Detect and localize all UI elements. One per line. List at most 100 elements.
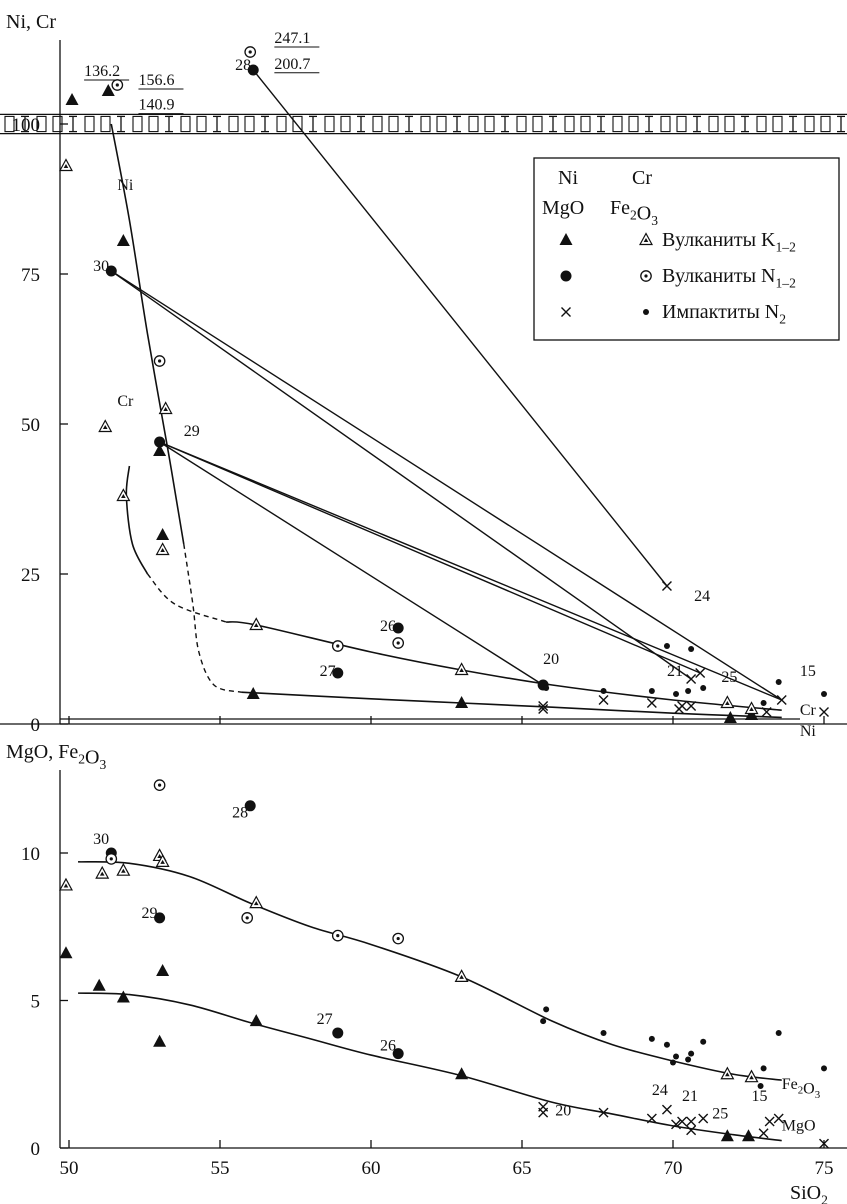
- legend-marker: [560, 270, 572, 282]
- open-triangle-point: [249, 617, 264, 631]
- small-dot-point: [700, 1038, 707, 1045]
- legend-box: [533, 157, 840, 341]
- legend-marker: [640, 270, 652, 282]
- open-triangle-point: [58, 877, 73, 891]
- cross-point: [598, 695, 609, 705]
- legend-header: Ni: [558, 167, 578, 189]
- cross-point: [686, 701, 697, 711]
- cross-point: [677, 701, 688, 711]
- small-dot-point: [600, 688, 607, 694]
- open-triangle-point: [720, 1066, 735, 1080]
- cross-point: [538, 701, 549, 711]
- small-dot-point: [663, 1041, 670, 1048]
- tie-line: [252, 69, 668, 587]
- annotation-label: 30: [93, 831, 109, 848]
- open-triangle-point: [155, 542, 170, 556]
- annotation-label: 28: [235, 57, 251, 74]
- filled-circle-point: [247, 64, 259, 76]
- small-dot-point: [775, 679, 782, 685]
- open-circle-point: [392, 637, 405, 649]
- annotation-label: 29: [141, 905, 157, 922]
- bottom-x-tick-label: 50: [60, 1158, 79, 1179]
- axis-break-box: [532, 115, 543, 133]
- axis-break-box: [708, 115, 719, 133]
- filled-triangle-point: [116, 234, 130, 246]
- annotation-label: 247.1: [274, 30, 310, 47]
- legend-marker: [561, 307, 571, 317]
- axis-break-box: [4, 115, 15, 133]
- annotation-label: 24: [694, 588, 710, 605]
- bottom-x-tick-label: 65: [513, 1158, 532, 1179]
- trend-line-ni: [110, 123, 185, 545]
- tie-line: [159, 441, 782, 701]
- cross-point: [646, 1113, 657, 1124]
- open-triangle-point: [744, 1069, 759, 1083]
- tie-line: [159, 441, 701, 674]
- filled-triangle-point: [153, 1034, 167, 1047]
- open-triangle-point: [95, 865, 110, 879]
- small-dot-point: [673, 691, 680, 697]
- legend-header: MgO: [542, 197, 584, 219]
- filled-triangle-point: [249, 1014, 263, 1027]
- legend-header: Cr: [632, 167, 652, 189]
- legend-marker: [643, 309, 649, 315]
- filled-triangle-point: [720, 1129, 734, 1142]
- axis-break-box: [580, 115, 591, 133]
- cross-point: [538, 704, 549, 714]
- annotation-label: MgO: [782, 1117, 816, 1134]
- annotation-label: 26: [380, 618, 396, 635]
- filled-triangle-point: [246, 687, 260, 699]
- cross-point: [686, 1116, 697, 1127]
- axis-break-box: [564, 115, 575, 133]
- axis-break-box: [676, 115, 687, 133]
- axis-break-box: [612, 115, 623, 133]
- annotation-label: Cr: [800, 702, 817, 719]
- axis-break-box: [820, 115, 831, 133]
- small-dot-point: [648, 1035, 655, 1042]
- annotation-label: 136.2: [84, 63, 120, 80]
- axis-break-box: [148, 115, 159, 133]
- open-triangle-point: [158, 401, 173, 415]
- filled-triangle-point: [455, 696, 469, 708]
- small-dot-point: [757, 1083, 764, 1090]
- annotation-label: 200.7: [274, 56, 310, 73]
- legend-entry-label: Вулканиты N1–2: [662, 265, 796, 291]
- bottom-y-tick-label: 0: [31, 1139, 41, 1160]
- open-circle-point: [244, 46, 257, 58]
- annotation-label: Fe2O3: [782, 1076, 821, 1101]
- open-circle-point: [111, 79, 124, 91]
- filled-triangle-point: [742, 1129, 755, 1142]
- axis-break-box: [484, 115, 495, 133]
- small-dot-point: [688, 1050, 695, 1057]
- axis-break-box: [372, 115, 383, 133]
- axis-break-box: [228, 115, 239, 133]
- annotation-label: 24: [652, 1082, 668, 1099]
- small-dot-point: [775, 1029, 782, 1036]
- annotation-label: 15: [800, 663, 816, 680]
- bottom-y-tick-label: 10: [21, 844, 40, 865]
- legend-entry-label: Вулканиты K1–2: [662, 229, 796, 255]
- axis-break-box: [660, 115, 671, 133]
- bottom-x-tick-label: 75: [815, 1158, 834, 1179]
- trend-line-dashed: [146, 573, 227, 623]
- filled-triangle-point: [101, 84, 115, 96]
- trend-line-dashed: [183, 543, 242, 693]
- filled-triangle-point: [92, 978, 106, 991]
- small-dot-point: [688, 646, 695, 652]
- small-dot-point: [540, 1018, 547, 1025]
- annotation-label: 26: [380, 1038, 396, 1055]
- axis-break-box: [132, 115, 143, 133]
- axis-break-box: [36, 115, 47, 133]
- filled-circle-point: [105, 265, 117, 277]
- filled-triangle-point: [455, 1067, 469, 1080]
- open-triangle-point: [720, 695, 735, 709]
- annotation-label: 27: [317, 1011, 333, 1028]
- annotation-label: 21: [667, 663, 683, 680]
- cross-point: [776, 695, 787, 705]
- annotation-label: 21: [682, 1088, 698, 1105]
- small-dot-point: [685, 688, 692, 694]
- annotation-label: 29: [184, 423, 200, 440]
- small-dot-point: [600, 1029, 607, 1036]
- annotation-label: 20: [555, 1103, 571, 1120]
- small-dot-point: [543, 685, 550, 691]
